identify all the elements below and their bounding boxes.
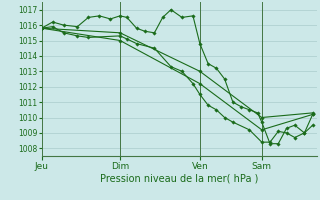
X-axis label: Pression niveau de la mer( hPa ): Pression niveau de la mer( hPa ) [100,173,258,183]
